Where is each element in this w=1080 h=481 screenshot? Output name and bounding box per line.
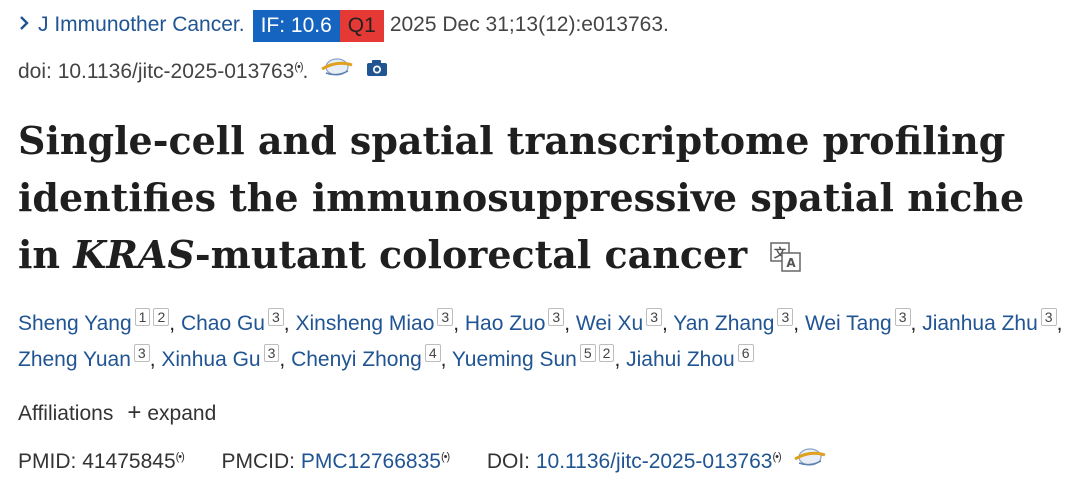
author-list: Sheng Yang 1 2, Chao Gu 3, Xinsheng Miao 3, … <box>18 306 1068 378</box>
author-separator: , <box>661 312 674 335</box>
affiliation-marker[interactable]: 3 <box>646 308 662 326</box>
title-part-1: Single-cell and spatial transcriptome pr… <box>18 118 1025 277</box>
author-name[interactable]: Sheng Yang <box>18 312 132 335</box>
author-link[interactable]: Chenyi Zhong 4 <box>291 344 441 371</box>
author-separator: , <box>283 312 296 335</box>
radio-icon[interactable]: (•) <box>772 451 781 463</box>
pmid-value[interactable]: 41475845 <box>82 450 176 473</box>
author-name[interactable]: Jiahui Zhou <box>626 348 735 371</box>
pmcid-link[interactable]: PMC12766835 <box>300 450 441 473</box>
author-link[interactable]: Wei Xu 3 <box>575 308 662 335</box>
plus-icon[interactable]: + <box>127 399 142 426</box>
author-name[interactable]: Yan Zhang <box>673 312 775 335</box>
article-title: Single-cell and spatial transcriptome pr… <box>18 112 1068 287</box>
affiliation-marker[interactable]: 5 <box>579 344 596 362</box>
author-name[interactable]: Yueming Sun <box>451 348 577 371</box>
doi-text: doi: 10.1136/jitc-2025-013763 <box>18 60 295 83</box>
impact-factor-badge: IF: 10.6 <box>252 10 340 42</box>
author-separator: , <box>910 312 923 335</box>
affiliation-marker[interactable]: 6 <box>737 344 754 362</box>
expand-link[interactable]: expand <box>147 402 217 425</box>
author-separator: , <box>793 312 805 335</box>
author-name[interactable]: Wei Tang <box>804 312 892 335</box>
affiliation-marker[interactable]: 3 <box>263 344 280 362</box>
journal-link[interactable]: J Immunother Cancer. <box>38 13 245 36</box>
affiliation-marker[interactable]: 3 <box>133 344 150 362</box>
author-link[interactable]: Chao Gu 3 <box>180 308 284 335</box>
author-separator: , <box>279 348 292 371</box>
chevron-right-icon[interactable] <box>18 10 30 40</box>
radio-icon[interactable]: (•) <box>440 451 450 463</box>
svg-text:A: A <box>787 256 797 270</box>
author-link[interactable]: Jiahui Zhou 6 <box>626 344 754 371</box>
author-separator: , <box>453 312 465 335</box>
publication-date: 2025 Dec 31;13(12):e013763. <box>389 13 669 36</box>
author-separator: , <box>1056 312 1063 335</box>
affiliations-label: Affiliations <box>18 402 114 425</box>
author-separator: , <box>149 348 162 371</box>
pmcid-label: PMCID: <box>221 450 296 473</box>
camera-icon[interactable] <box>366 57 388 87</box>
doi-line: doi: 10.1136/jitc-2025-013763(•). <box>18 52 388 89</box>
author-name[interactable]: Jianhua Zhu <box>922 312 1038 335</box>
author-name[interactable]: Zheng Yuan <box>18 348 131 371</box>
translate-icon[interactable]: 文 A <box>770 230 802 287</box>
citation-globe-icon[interactable] <box>320 56 354 89</box>
citation-globe-icon[interactable] <box>793 446 827 479</box>
affiliation-marker[interactable]: 2 <box>598 344 615 362</box>
author-link[interactable]: Jianhua Zhu 3 <box>922 308 1057 335</box>
affiliation-marker[interactable]: 3 <box>777 308 794 326</box>
affiliation-marker[interactable]: 2 <box>153 308 170 326</box>
affiliations-toggle[interactable]: Affiliations + expand <box>18 398 216 429</box>
author-link[interactable]: Hao Zuo 3 <box>464 308 565 335</box>
author-link[interactable]: Zheng Yuan 3 <box>18 344 150 371</box>
affiliation-marker[interactable]: 4 <box>424 344 441 362</box>
author-link[interactable]: Xinsheng Miao 3 <box>295 308 454 335</box>
pmid-label: PMID: <box>18 450 77 473</box>
identifier-line: PMID: 41475845(•) PMCID: PMC12766835(•) … <box>18 442 827 479</box>
doi-period: . <box>302 60 309 83</box>
radio-icon[interactable]: (•) <box>294 61 303 73</box>
author-name[interactable]: Xinsheng Miao <box>295 312 435 335</box>
quartile-badge: Q1 <box>339 10 384 42</box>
affiliation-marker[interactable]: 1 <box>134 308 151 326</box>
title-gene-name: KRAS <box>73 232 195 277</box>
author-link[interactable]: Xinhua Gu 3 <box>161 344 280 371</box>
affiliation-marker[interactable]: 3 <box>1040 308 1057 326</box>
title-part-2: -mutant colorectal cancer <box>194 232 748 277</box>
author-link[interactable]: Yan Zhang 3 <box>673 308 794 335</box>
affiliation-marker[interactable]: 3 <box>548 308 565 326</box>
author-name[interactable]: Chao Gu <box>180 312 265 335</box>
journal-badges: IF: 10.6 Q1 <box>252 10 384 42</box>
author-separator: , <box>564 312 576 335</box>
affiliation-marker[interactable]: 3 <box>268 308 284 326</box>
affiliation-marker[interactable]: 3 <box>437 308 454 326</box>
author-separator: , <box>440 348 452 371</box>
radio-icon[interactable]: (•) <box>175 451 185 463</box>
author-separator: , <box>614 348 627 371</box>
author-link[interactable]: Sheng Yang 1 2 <box>18 308 170 335</box>
author-separator: , <box>169 312 181 335</box>
doi-link[interactable]: 10.1136/jitc-2025-013763 <box>535 450 773 473</box>
affiliation-marker[interactable]: 3 <box>894 308 911 326</box>
author-link[interactable]: Yueming Sun 5 2 <box>451 344 615 371</box>
author-name[interactable]: Chenyi Zhong <box>291 348 422 371</box>
author-link[interactable]: Wei Tang 3 <box>804 308 911 335</box>
author-name[interactable]: Hao Zuo <box>464 312 546 335</box>
citation-line: J Immunother Cancer. IF: 10.6 Q1 2025 Dec 3… <box>18 10 669 42</box>
doi-label: DOI: <box>486 450 530 473</box>
author-name[interactable]: Xinhua Gu <box>161 348 261 371</box>
author-name[interactable]: Wei Xu <box>575 312 644 335</box>
